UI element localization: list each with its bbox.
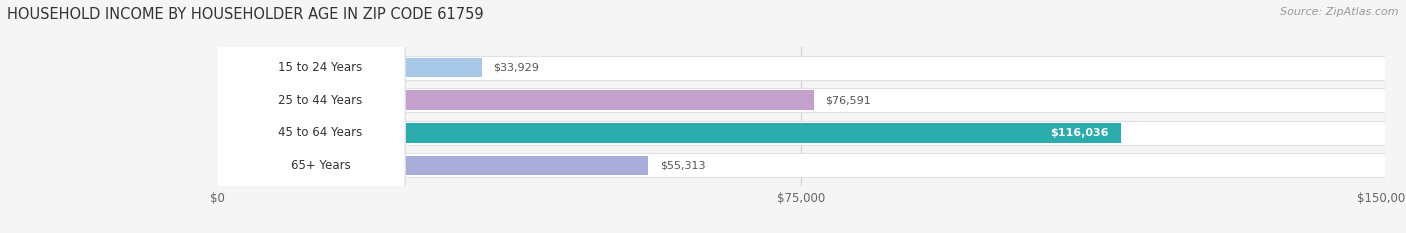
Bar bbox=[218, 90, 814, 110]
Text: 15 to 24 Years: 15 to 24 Years bbox=[278, 61, 363, 74]
Bar bbox=[218, 153, 1385, 178]
Text: $116,036: $116,036 bbox=[1050, 128, 1109, 138]
Text: $76,591: $76,591 bbox=[825, 95, 872, 105]
Bar bbox=[218, 155, 648, 175]
Bar bbox=[218, 55, 1385, 80]
Text: $33,929: $33,929 bbox=[494, 63, 540, 73]
FancyBboxPatch shape bbox=[205, 0, 405, 233]
Text: 65+ Years: 65+ Years bbox=[291, 159, 350, 172]
Text: 25 to 44 Years: 25 to 44 Years bbox=[278, 94, 363, 107]
FancyBboxPatch shape bbox=[205, 0, 405, 233]
Text: HOUSEHOLD INCOME BY HOUSEHOLDER AGE IN ZIP CODE 61759: HOUSEHOLD INCOME BY HOUSEHOLDER AGE IN Z… bbox=[7, 7, 484, 22]
Bar bbox=[218, 58, 482, 78]
Text: 45 to 64 Years: 45 to 64 Years bbox=[278, 126, 363, 139]
Bar bbox=[218, 88, 1385, 113]
FancyBboxPatch shape bbox=[205, 0, 405, 233]
Text: $55,313: $55,313 bbox=[659, 160, 706, 170]
Bar bbox=[218, 123, 1121, 143]
FancyBboxPatch shape bbox=[205, 0, 405, 233]
Bar bbox=[218, 120, 1385, 145]
Text: Source: ZipAtlas.com: Source: ZipAtlas.com bbox=[1281, 7, 1399, 17]
